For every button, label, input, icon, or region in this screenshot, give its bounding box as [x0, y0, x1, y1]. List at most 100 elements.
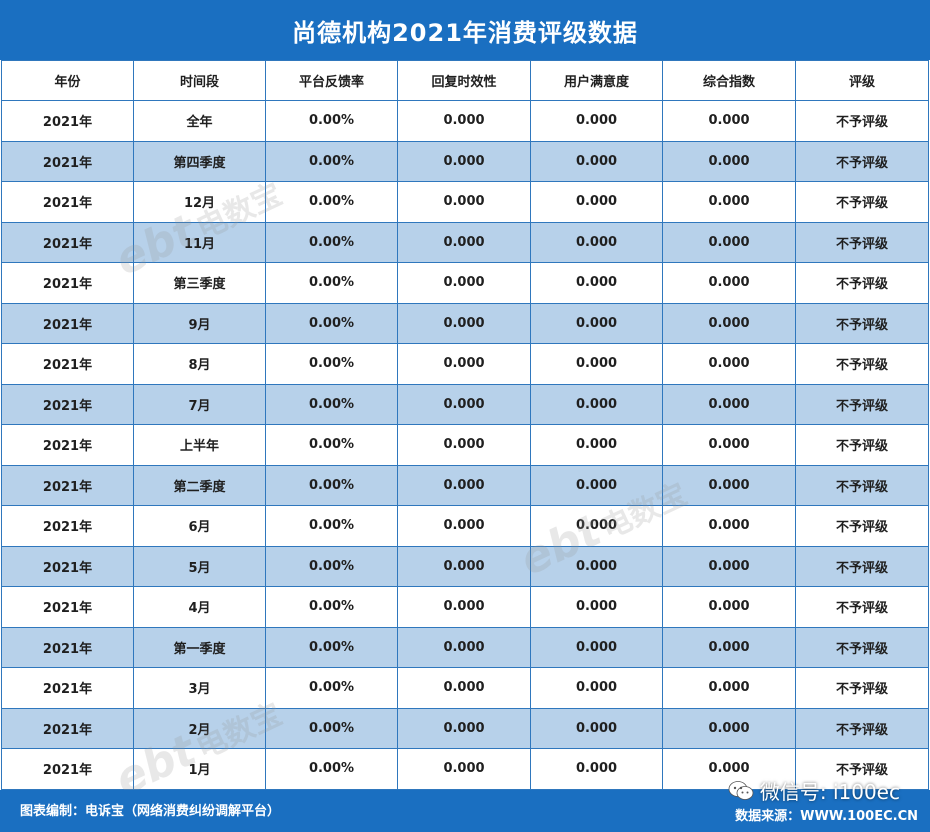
feedback-rate-cell: 0.00% [265, 140, 398, 182]
composite-index-cell: 0.000 [662, 424, 796, 466]
rating-cell: 不予评级 [795, 262, 929, 304]
feedback-rate-cell: 0.00% [265, 424, 398, 466]
feedback-rate-cell: 0.00% [265, 707, 398, 749]
year-cell: 2021年 [1, 707, 134, 749]
wechat-id: 微信号: i100ec [759, 780, 900, 804]
period-cell: 第三季度 [133, 262, 266, 304]
period-cell: 4月 [133, 586, 266, 628]
column-header-satisfaction: 用户满意度 [530, 60, 663, 101]
table-header-row: 年份 时间段 平台反馈率 回复时效性 用户满意度 综合指数 评级 [1, 60, 929, 101]
column-header-year: 年份 [1, 60, 134, 101]
period-cell: 6月 [133, 505, 266, 547]
reply-timeliness-cell: 0.000 [397, 140, 531, 182]
satisfaction-cell: 0.000 [530, 302, 663, 344]
rating-cell: 不予评级 [795, 748, 929, 790]
reply-timeliness-cell: 0.000 [397, 302, 531, 344]
feedback-rate-cell: 0.00% [265, 748, 398, 790]
satisfaction-cell: 0.000 [530, 505, 663, 547]
composite-index-cell: 0.000 [662, 707, 796, 749]
reply-timeliness-cell: 0.000 [397, 100, 531, 142]
composite-index-cell: 0.000 [662, 586, 796, 628]
table-row: 2021年 6月 0.00% 0.000 0.000 0.000 不予评级 [1, 505, 929, 547]
satisfaction-cell: 0.000 [530, 181, 663, 223]
rating-cell: 不予评级 [795, 181, 929, 223]
table-row: 2021年 7月 0.00% 0.000 0.000 0.000 不予评级 [1, 383, 929, 425]
footer-bar: 图表编制：电诉宝（网络消费纠纷调解平台） 数据来源：WWW.100EC.CN [0, 790, 930, 832]
rating-cell: 不予评级 [795, 586, 929, 628]
satisfaction-cell: 0.000 [530, 626, 663, 668]
reply-timeliness-cell: 0.000 [397, 667, 531, 709]
year-cell: 2021年 [1, 383, 134, 425]
period-cell: 1月 [133, 748, 266, 790]
reply-timeliness-cell: 0.000 [397, 586, 531, 628]
period-cell: 第二季度 [133, 464, 266, 506]
feedback-rate-cell: 0.00% [265, 383, 398, 425]
satisfaction-cell: 0.000 [530, 262, 663, 304]
rating-cell: 不予评级 [795, 707, 929, 749]
column-header-rating: 评级 [795, 60, 929, 101]
table-row: 2021年 4月 0.00% 0.000 0.000 0.000 不予评级 [1, 586, 929, 628]
feedback-rate-cell: 0.00% [265, 626, 398, 668]
reply-timeliness-cell: 0.000 [397, 748, 531, 790]
satisfaction-cell: 0.000 [530, 545, 663, 587]
year-cell: 2021年 [1, 343, 134, 385]
composite-index-cell: 0.000 [662, 667, 796, 709]
period-cell: 全年 [133, 100, 266, 142]
rating-cell: 不予评级 [795, 100, 929, 142]
feedback-rate-cell: 0.00% [265, 221, 398, 263]
period-cell: 12月 [133, 181, 266, 223]
satisfaction-cell: 0.000 [530, 748, 663, 790]
year-cell: 2021年 [1, 748, 134, 790]
year-cell: 2021年 [1, 586, 134, 628]
rating-cell: 不予评级 [795, 383, 929, 425]
satisfaction-cell: 0.000 [530, 667, 663, 709]
year-cell: 2021年 [1, 181, 134, 223]
rating-cell: 不予评级 [795, 140, 929, 182]
satisfaction-cell: 0.000 [530, 343, 663, 385]
period-cell: 9月 [133, 302, 266, 344]
table-row: 2021年 2月 0.00% 0.000 0.000 0.000 不予评级 [1, 707, 929, 749]
table-row: 2021年 3月 0.00% 0.000 0.000 0.000 不予评级 [1, 667, 929, 709]
table-row: 2021年 9月 0.00% 0.000 0.000 0.000 不予评级 [1, 302, 929, 344]
rating-cell: 不予评级 [795, 343, 929, 385]
period-cell: 第一季度 [133, 626, 266, 668]
table-row: 2021年 上半年 0.00% 0.000 0.000 0.000 不予评级 [1, 424, 929, 466]
footer-credit: 图表编制：电诉宝（网络消费纠纷调解平台） [20, 804, 281, 819]
year-cell: 2021年 [1, 667, 134, 709]
composite-index-cell: 0.000 [662, 262, 796, 304]
year-cell: 2021年 [1, 100, 134, 142]
table-row: 2021年 第一季度 0.00% 0.000 0.000 0.000 不予评级 [1, 626, 929, 668]
reply-timeliness-cell: 0.000 [397, 464, 531, 506]
reply-timeliness-cell: 0.000 [397, 505, 531, 547]
year-cell: 2021年 [1, 302, 134, 344]
satisfaction-cell: 0.000 [530, 383, 663, 425]
period-cell: 11月 [133, 221, 266, 263]
reply-timeliness-cell: 0.000 [397, 262, 531, 304]
reply-timeliness-cell: 0.000 [397, 383, 531, 425]
rating-cell: 不予评级 [795, 424, 929, 466]
composite-index-cell: 0.000 [662, 464, 796, 506]
table-row: 2021年 1月 0.00% 0.000 0.000 0.000 不予评级 [1, 748, 929, 790]
table-row: 2021年 第四季度 0.00% 0.000 0.000 0.000 不予评级 [1, 140, 929, 182]
rating-cell: 不予评级 [795, 221, 929, 263]
composite-index-cell: 0.000 [662, 140, 796, 182]
feedback-rate-cell: 0.00% [265, 464, 398, 506]
year-cell: 2021年 [1, 626, 134, 668]
period-cell: 2月 [133, 707, 266, 749]
table-row: 2021年 第二季度 0.00% 0.000 0.000 0.000 不予评级 [1, 464, 929, 506]
satisfaction-cell: 0.000 [530, 707, 663, 749]
table-body: 2021年 全年 0.00% 0.000 0.000 0.000 不予评级 2021年 第四季度… [1, 100, 929, 790]
footer-source: 数据来源：WWW.100EC.CN [735, 809, 918, 824]
column-header-composite-index: 综合指数 [662, 60, 796, 101]
reply-timeliness-cell: 0.000 [397, 221, 531, 263]
composite-index-cell: 0.000 [662, 505, 796, 547]
reply-timeliness-cell: 0.000 [397, 707, 531, 749]
year-cell: 2021年 [1, 505, 134, 547]
feedback-rate-cell: 0.00% [265, 262, 398, 304]
feedback-rate-cell: 0.00% [265, 545, 398, 587]
page-title: 尚德机构2021年消费评级数据 [292, 18, 638, 47]
satisfaction-cell: 0.000 [530, 424, 663, 466]
rating-cell: 不予评级 [795, 302, 929, 344]
year-cell: 2021年 [1, 262, 134, 304]
rating-cell: 不予评级 [795, 667, 929, 709]
